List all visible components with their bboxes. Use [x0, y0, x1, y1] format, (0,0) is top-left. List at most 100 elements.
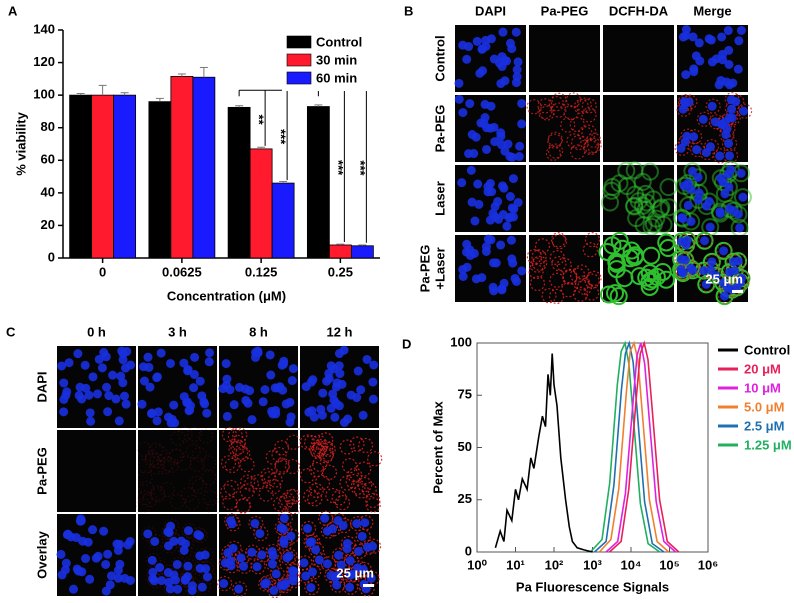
- y-tick-label: 25: [458, 491, 472, 506]
- micrograph: [603, 25, 674, 92]
- nucleus: [279, 356, 289, 366]
- nucleus: [123, 540, 133, 550]
- nucleus: [677, 213, 687, 223]
- nucleus: [152, 372, 162, 382]
- nucleus: [368, 377, 378, 387]
- nucleus: [56, 549, 66, 559]
- nucleus: [496, 79, 506, 89]
- nucleus: [694, 38, 704, 48]
- nucleus: [473, 179, 483, 189]
- cell-red: [148, 442, 164, 458]
- cell-red: [576, 97, 592, 113]
- cell-red: [181, 558, 197, 574]
- cell-red: [562, 268, 578, 285]
- bar: [91, 94, 115, 259]
- cell-red: [353, 483, 370, 499]
- nucleus: [346, 390, 356, 400]
- nucleus: [320, 513, 330, 523]
- nucleus: [183, 561, 193, 571]
- nucleus: [698, 114, 708, 124]
- cell-red: [149, 452, 165, 469]
- cell-red: [224, 513, 240, 529]
- nucleus: [285, 397, 295, 407]
- cell-red: [145, 552, 161, 568]
- cell-red: [269, 566, 285, 582]
- scale-bar-label: 25 μm: [705, 271, 743, 286]
- nucleus: [328, 389, 338, 399]
- cell-red: [220, 484, 236, 500]
- cell-green: [622, 241, 641, 260]
- column-header: 3 h: [168, 324, 187, 339]
- cell-red: [367, 451, 383, 467]
- nucleus: [176, 536, 186, 546]
- column-header: DCFH-DA: [609, 3, 669, 18]
- cell-red: [235, 498, 251, 514]
- cell-red: [339, 475, 355, 491]
- nucleus: [512, 65, 522, 75]
- cell-red: [149, 485, 166, 501]
- nucleus: [187, 581, 197, 591]
- cell-red: [304, 579, 320, 596]
- nucleus: [727, 104, 737, 114]
- cell-red: [308, 482, 324, 499]
- column-header: Merge: [693, 3, 731, 18]
- cell-red: [696, 111, 712, 127]
- cell-red: [356, 461, 372, 477]
- cell-red: [547, 133, 563, 149]
- cell-red: [320, 441, 336, 457]
- nucleus: [716, 173, 726, 183]
- y-tick-label: 20: [41, 217, 55, 232]
- nucleus: [689, 132, 699, 142]
- y-tick-label: 80: [41, 119, 55, 134]
- nucleus: [725, 204, 735, 214]
- nucleus: [481, 242, 491, 252]
- nucleus: [707, 257, 717, 267]
- nucleus: [183, 572, 193, 582]
- nucleus: [266, 370, 276, 380]
- x-tick-label: 10²: [545, 557, 564, 572]
- nucleus: [183, 366, 193, 376]
- cell-red: [331, 490, 347, 506]
- y-tick-label: 100: [450, 334, 472, 349]
- legend-label: 5.0 μM: [744, 399, 784, 414]
- cell-red: [180, 487, 196, 503]
- nucleus: [265, 350, 275, 360]
- nucleus: [486, 34, 496, 44]
- nucleus: [500, 146, 510, 156]
- nucleus: [156, 348, 166, 358]
- nucleus: [255, 529, 265, 539]
- bar: [148, 101, 172, 259]
- cell-red: [343, 579, 359, 595]
- nucleus: [121, 363, 131, 373]
- cell-red: [705, 254, 721, 270]
- nucleus: [458, 264, 468, 274]
- cell-red: [325, 487, 341, 504]
- cell-red: [137, 470, 153, 486]
- scale-bar: [732, 290, 743, 293]
- nucleus: [739, 106, 749, 116]
- nucleus: [57, 361, 67, 371]
- nucleus: [189, 383, 199, 393]
- cell-green: [630, 267, 649, 286]
- nucleus: [222, 411, 232, 421]
- cell-green: [714, 241, 733, 260]
- nucleus: [288, 364, 298, 374]
- nucleus: [85, 574, 95, 584]
- cell-red: [736, 103, 753, 119]
- bar: [227, 106, 251, 259]
- cell-red: [347, 467, 363, 483]
- cell-red: [163, 518, 180, 534]
- nucleus: [469, 149, 479, 159]
- bar: [69, 94, 93, 259]
- nucleus: [284, 551, 294, 561]
- nucleus: [88, 372, 98, 382]
- row-label: Pa-PEG: [417, 245, 432, 293]
- cell-red: [569, 117, 585, 133]
- nucleus: [195, 551, 205, 561]
- nucleus: [61, 558, 71, 568]
- nucleus: [684, 97, 694, 107]
- row-label: Pa-PEG: [432, 105, 447, 153]
- nucleus: [678, 104, 688, 114]
- x-tick-label: 10⁰: [467, 557, 487, 572]
- cell-red: [314, 474, 331, 491]
